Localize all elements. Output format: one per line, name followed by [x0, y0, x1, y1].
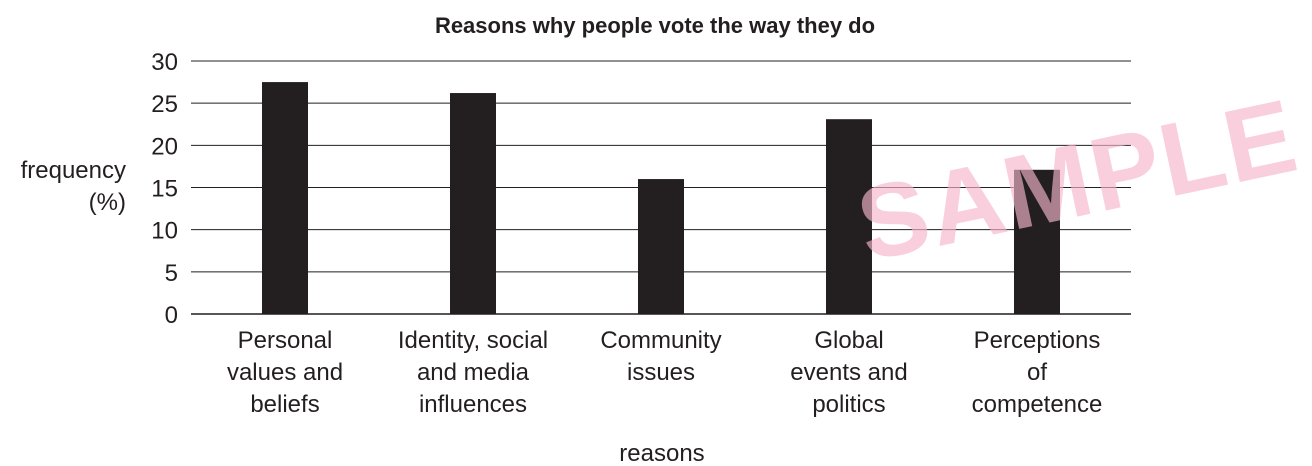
y-tick-label: 5	[165, 260, 178, 287]
x-category-label: Community	[600, 327, 721, 354]
bars	[262, 82, 1060, 315]
y-axis-label-line-1: frequency	[21, 157, 126, 184]
bar	[638, 179, 684, 314]
y-tick-label: 20	[151, 133, 178, 160]
x-category-label: politics	[812, 391, 885, 418]
x-category-label: Perceptions	[974, 327, 1101, 354]
bar	[1014, 169, 1060, 314]
x-axis-label: reasons	[619, 440, 704, 466]
x-category-label: and media	[417, 359, 530, 386]
bar	[826, 119, 872, 314]
x-axis-categories: Personal values and beliefs Identity, socia…	[227, 327, 1102, 418]
x-category-label: Personal	[238, 327, 333, 354]
x-category-label: competence	[972, 391, 1103, 418]
x-category-label: Identity, social	[398, 327, 548, 354]
y-axis-label-line-2: (%)	[89, 189, 126, 216]
x-category-label: Global	[814, 327, 883, 354]
bar	[262, 82, 308, 314]
x-category-label: events and	[790, 359, 907, 386]
y-tick-label: 0	[165, 302, 178, 329]
y-tick-label: 10	[151, 218, 178, 245]
y-tick-label: 25	[151, 91, 178, 118]
x-category-label: beliefs	[250, 391, 319, 418]
sample-watermark: SAMPLE	[848, 78, 1308, 284]
x-category-label: issues	[627, 359, 695, 386]
x-category-label: of	[1027, 359, 1047, 386]
y-tick-label: 30	[151, 49, 178, 76]
chart-title: Reasons why people vote the way they do	[435, 13, 875, 38]
x-category-label: influences	[419, 391, 527, 418]
bar	[450, 93, 496, 315]
gridlines	[191, 60, 1131, 315]
x-category-label: values and	[227, 359, 343, 386]
y-axis-ticks: 0 5 10 15 20 25 30	[151, 49, 178, 329]
y-tick-label: 15	[151, 176, 178, 203]
